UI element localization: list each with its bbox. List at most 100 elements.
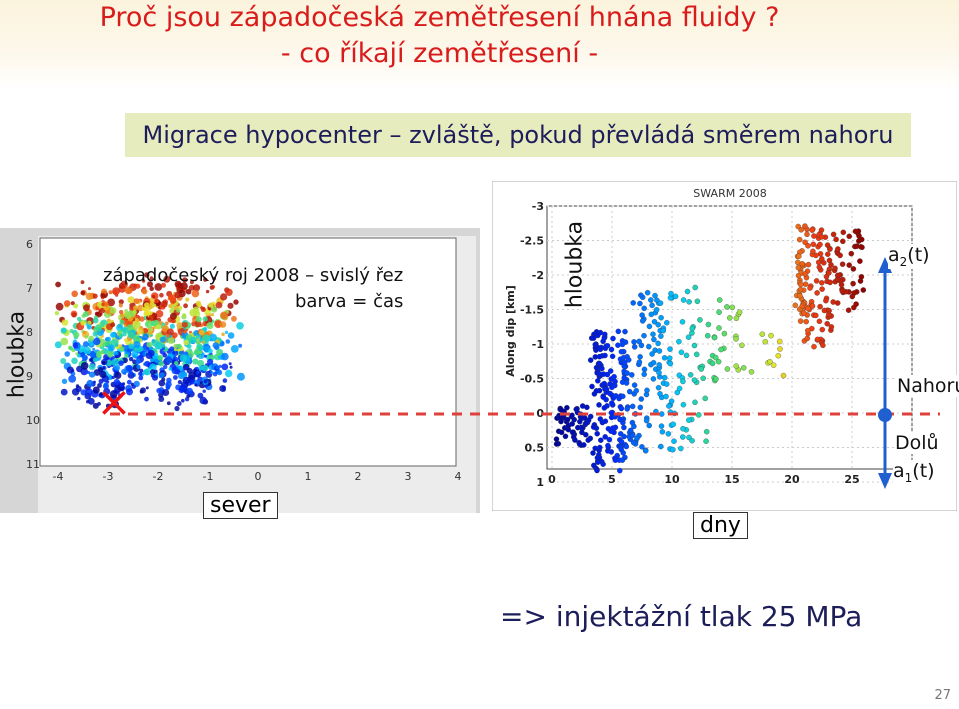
- hypocenter-dot: [203, 335, 211, 343]
- hypocenter-dot: [71, 290, 78, 298]
- hypocenter-dot: [182, 313, 187, 318]
- event-dot: [648, 311, 655, 318]
- event-dot: [733, 336, 739, 342]
- hypocenter-dot: [208, 302, 214, 308]
- hypocenter-dot: [131, 351, 139, 358]
- hypocenter-dot: [126, 287, 133, 294]
- event-dot: [826, 270, 832, 276]
- hypocenter-dot: [87, 397, 95, 405]
- event-dot: [610, 425, 616, 431]
- event-dot: [689, 325, 696, 332]
- left-x-tick: 4: [455, 470, 462, 483]
- hypocenter-dot: [191, 289, 200, 298]
- hypocenter-dot: [83, 311, 89, 317]
- event-dot: [658, 314, 664, 321]
- event-dot: [648, 297, 654, 303]
- left-y-tick: 6: [26, 238, 33, 251]
- hypocenter-dot: [99, 370, 107, 379]
- event-dot: [590, 450, 596, 456]
- event-dot: [618, 439, 625, 445]
- hypocenter-dot: [177, 380, 182, 385]
- hypocenter-dot: [229, 365, 233, 369]
- event-dot: [716, 325, 722, 331]
- event-dot: [805, 261, 812, 268]
- hypocenter-dot: [127, 331, 135, 339]
- event-dot: [604, 342, 611, 349]
- event-dot: [817, 251, 824, 257]
- event-dot: [658, 333, 664, 339]
- event-dot: [816, 318, 823, 325]
- event-dot: [553, 436, 560, 442]
- hypocenter-dot: [238, 343, 243, 348]
- hypocenter-dot: [133, 321, 141, 329]
- hypocenter-dot: [159, 372, 165, 378]
- event-dot: [600, 371, 607, 377]
- hypocenter-dot: [92, 386, 100, 394]
- event-dot: [796, 253, 802, 260]
- hypocenter-dot: [102, 366, 106, 370]
- hypocenter-dot: [147, 281, 153, 288]
- hypocenter-dot: [186, 343, 192, 349]
- right-y-tick: -3: [532, 200, 544, 213]
- hypocenter-dot: [222, 385, 226, 390]
- event-dot: [739, 342, 745, 349]
- event-dot: [839, 261, 846, 267]
- hypocenter-dot: [202, 316, 208, 322]
- hypocenter-dot: [124, 338, 128, 342]
- hypocenter-dot: [196, 335, 200, 339]
- hypocenter-dot: [163, 364, 168, 370]
- event-dot: [642, 448, 649, 454]
- event-dot: [565, 426, 572, 433]
- right-y-tick: -1.5: [520, 304, 544, 317]
- hypocenter-dot: [141, 279, 146, 283]
- hypocenter-dot: [92, 317, 99, 324]
- hypocenter-dot: [168, 367, 172, 371]
- hypocenter-dot: [162, 347, 165, 351]
- hypocenter-dot: [128, 356, 134, 362]
- hypocenter-dot: [202, 327, 208, 332]
- hypocenter-dot: [126, 379, 132, 385]
- along-dip-label: Along dip [km]: [504, 285, 517, 377]
- hypocenter-dot: [204, 384, 208, 388]
- event-dot: [638, 292, 644, 298]
- event-dot: [594, 455, 601, 461]
- hypocenter-dot: [82, 341, 90, 348]
- hypocenter-dot: [124, 311, 132, 320]
- hypocenter-dot: [141, 288, 148, 295]
- event-dot: [853, 301, 859, 307]
- event-dot: [672, 293, 679, 300]
- hypocenter-dot: [212, 276, 216, 281]
- migration-arrows: [878, 257, 892, 489]
- hypocenter-dot: [132, 359, 137, 365]
- event-dot: [663, 381, 670, 387]
- event-dot: [583, 431, 589, 438]
- hypocenter-dot: [184, 365, 189, 370]
- hypocenter-dot: [174, 291, 181, 299]
- event-dot: [663, 393, 669, 400]
- hypocenter-dot: [220, 311, 228, 320]
- hypocenter-dot: [150, 358, 154, 363]
- event-dot: [630, 432, 636, 438]
- hypocenter-dot: [119, 382, 124, 388]
- hypocenter-dot: [61, 378, 68, 384]
- hypocenter-dot: [194, 349, 200, 356]
- hypocenter-dot: [95, 352, 102, 358]
- event-dot: [683, 352, 690, 359]
- hypocenter-dot: [88, 287, 91, 291]
- event-dot: [649, 351, 655, 357]
- hypocenter-dot: [181, 321, 188, 328]
- event-dot: [646, 343, 652, 350]
- hypocenter-dot: [72, 342, 79, 349]
- hypocenter-dot: [77, 396, 81, 401]
- event-dot: [626, 388, 633, 395]
- hypocenter-dot: [129, 371, 134, 376]
- hypocenter-dot: [152, 294, 156, 299]
- hypocenter-dot: [124, 309, 129, 313]
- hypocenter-dot: [54, 341, 62, 349]
- hypocenter-dot: [176, 322, 183, 329]
- event-dot: [600, 461, 606, 467]
- hypocenter-dot: [219, 321, 227, 328]
- event-dot: [700, 375, 706, 382]
- hypocenter-dot: [100, 349, 105, 355]
- hypocenter-dot: [147, 349, 155, 357]
